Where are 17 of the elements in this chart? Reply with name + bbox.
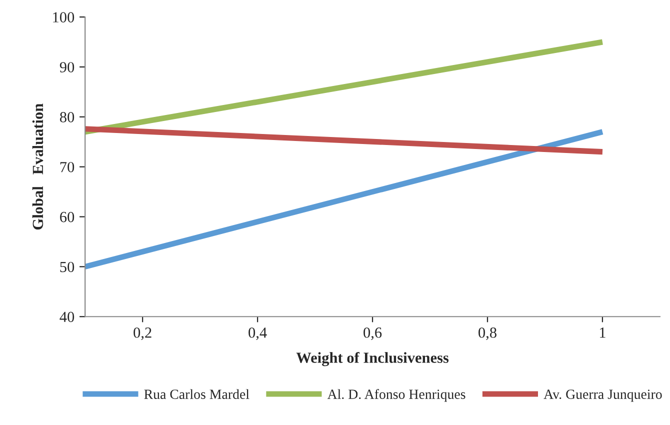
y-axis-title: Global Evaluation	[32, 104, 44, 230]
legend-label: Rua Carlos Mardel	[144, 389, 250, 399]
x-axis-title: Weight of Inclusiveness	[296, 352, 449, 366]
x-tick-label: 1	[600, 328, 606, 338]
x-tick-label: 0,2	[134, 327, 152, 340]
y-tick-label: 70	[60, 162, 74, 172]
x-tick-label: 0,4	[248, 327, 267, 340]
y-tick-label: 90	[60, 62, 74, 72]
x-tick-label: 0,8	[478, 327, 496, 340]
y-tick-label: 80	[60, 112, 74, 122]
legend-label: Av. Guerra Junqueiro	[544, 390, 662, 402]
y-tick-label: 40	[60, 312, 74, 322]
x-tick-label: 0,6	[364, 327, 382, 340]
legend-label: Al. D. Afonso Henriques	[327, 389, 466, 402]
y-tick-label: 60	[60, 212, 74, 222]
y-tick-label: 100	[53, 12, 74, 22]
y-tick-label: 50	[60, 262, 74, 272]
